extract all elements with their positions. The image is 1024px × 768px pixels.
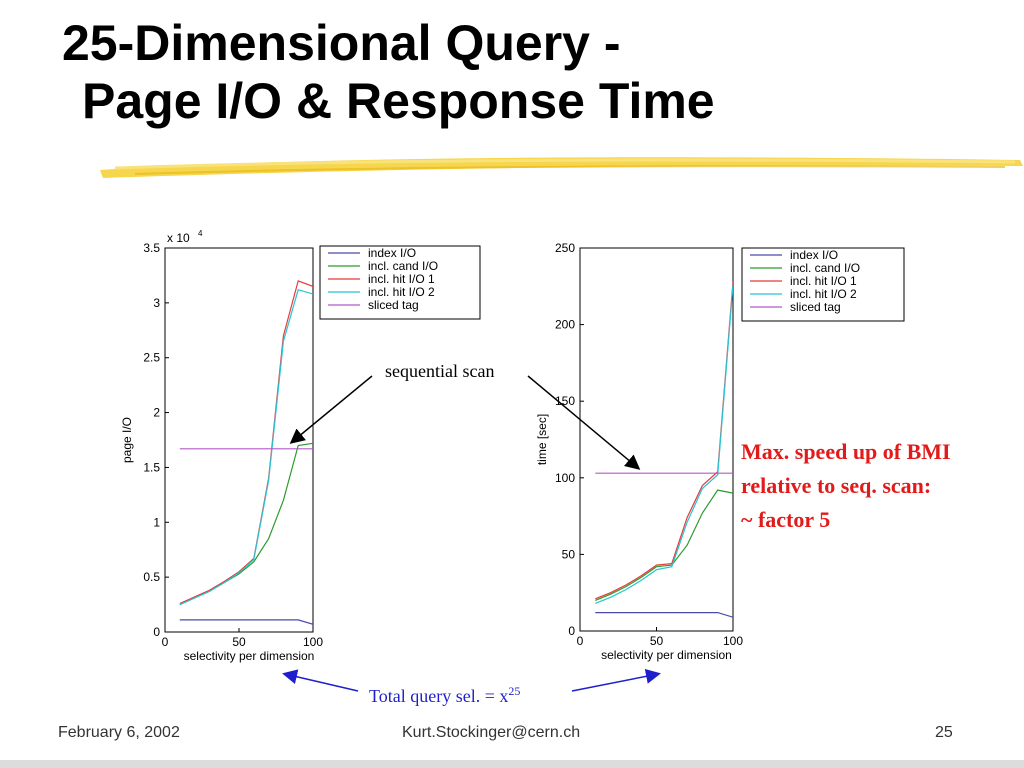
footer-email: Kurt.Stockinger@cern.ch — [402, 724, 581, 741]
y-tick-label: 1 — [153, 515, 160, 529]
x-tick-label: 50 — [650, 634, 664, 648]
series-line-2 — [179, 280, 313, 605]
series-line-0 — [179, 619, 313, 625]
legend-entry: incl. cand I/O — [790, 261, 860, 275]
plot-area — [164, 247, 314, 633]
arrow-to-right-axis — [571, 668, 661, 692]
y-tick-label: 2.5 — [143, 351, 160, 365]
series-line-3 — [179, 288, 313, 606]
x-tick-label: 100 — [723, 634, 743, 648]
x-tick-label: 100 — [303, 635, 323, 649]
x-tick-label: 0 — [577, 634, 584, 648]
y-tick-label: 1.5 — [143, 460, 160, 474]
legend-box — [319, 245, 481, 320]
legend-entry: sliced tag — [790, 300, 841, 314]
highlighter-stroke — [100, 157, 1023, 178]
speedup-line-1: Max. speed up of BMI — [741, 439, 951, 464]
x-tick-label: 0 — [162, 635, 169, 649]
y-exponent-power: 4 — [198, 229, 203, 238]
y-axis-label: page I/O — [120, 417, 134, 463]
speedup-note: Max. speed up of BMI relative to seq. sc… — [741, 435, 1024, 537]
series-line-1 — [595, 489, 733, 601]
legend-entry: incl. cand I/O — [368, 259, 438, 273]
arrow-to-right-seq-scan — [527, 375, 641, 470]
x-axis-label: selectivity per dimension — [601, 648, 732, 662]
x-axis-label: selectivity per dimension — [184, 649, 315, 663]
legend-entry: incl. hit I/O 2 — [368, 285, 435, 299]
y-tick-label: 100 — [555, 471, 575, 485]
y-exponent-label: x 10 — [167, 231, 190, 245]
y-tick-label: 0 — [568, 624, 575, 638]
y-tick-label: 150 — [555, 394, 575, 408]
legend-entry: index I/O — [368, 246, 416, 260]
series-line-3 — [595, 284, 733, 604]
total-selectivity-text: Total query sel. = x — [369, 686, 509, 706]
legend-entry: incl. hit I/O 1 — [368, 272, 435, 286]
y-tick-label: 3.5 — [143, 241, 160, 255]
legend-entry: index I/O — [790, 248, 838, 262]
y-tick-label: 200 — [555, 318, 575, 332]
y-tick-label: 0.5 — [143, 570, 160, 584]
y-tick-label: 3 — [153, 296, 160, 310]
speedup-line-3: ~ factor 5 — [741, 507, 831, 532]
series-line-2 — [595, 281, 733, 600]
y-axis-label: time [sec] — [535, 414, 549, 465]
title-line-1: 25-Dimensional Query - — [62, 15, 621, 71]
y-tick-label: 250 — [555, 241, 575, 255]
arrow-to-left-seq-scan — [289, 375, 373, 444]
legend-entry: sliced tag — [368, 298, 419, 312]
legend-box — [741, 247, 905, 322]
footer-bar — [0, 760, 1024, 768]
slide-title: 25-Dimensional Query - Page I/O & Respon… — [62, 14, 962, 130]
total-selectivity-exponent: 25 — [508, 684, 521, 698]
y-tick-label: 2 — [153, 406, 160, 420]
legend-entry: incl. hit I/O 2 — [790, 287, 857, 301]
total-selectivity-label: Total query sel. = x25 — [369, 684, 520, 707]
y-tick-label: 50 — [562, 547, 576, 561]
speedup-line-2: relative to seq. scan: — [741, 473, 932, 498]
sequential-scan-label: sequential scan — [385, 361, 495, 381]
footer-page-number: 25 — [935, 724, 953, 741]
legend-entry: incl. hit I/O 1 — [790, 274, 857, 288]
y-tick-label: 0 — [153, 625, 160, 639]
title-line-2: Page I/O & Response Time — [82, 73, 715, 129]
series-line-0 — [595, 612, 733, 618]
arrow-to-left-axis — [282, 669, 359, 692]
footer-date: February 6, 2002 — [58, 724, 180, 741]
x-tick-label: 50 — [232, 635, 246, 649]
